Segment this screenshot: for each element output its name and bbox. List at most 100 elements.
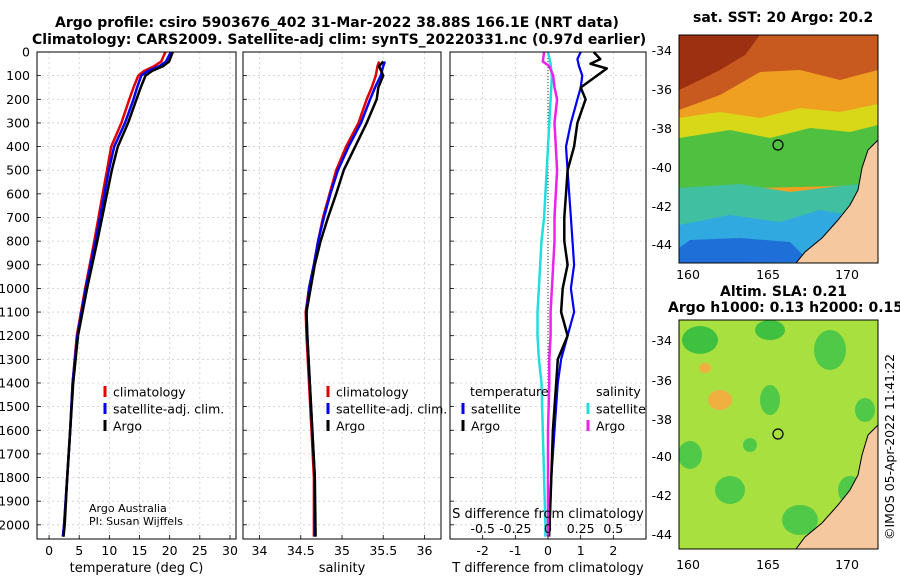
sst-map-axes: -34 -36 -38 -40 -42 -44 160 165 170: [652, 43, 859, 282]
x-tick-label: 2: [609, 543, 617, 558]
y-tick-label: 0: [22, 45, 30, 60]
x-tick-label: 25: [192, 543, 208, 558]
legend-title-temperature: temperature: [470, 384, 549, 399]
series-line-s-satellite: [536, 51, 554, 537]
y-tick-label: 900: [6, 257, 30, 272]
y-tick-label: 1000: [0, 281, 30, 296]
y-tick-label: 600: [6, 186, 30, 201]
sla-ytick: -40: [652, 449, 672, 464]
y-tick-label: 1200: [0, 328, 30, 343]
sla-map-title-line1: Altim. SLA: 0.21: [720, 284, 848, 300]
x-tick-label: 35: [334, 543, 350, 558]
sla-anomaly: [760, 385, 780, 415]
y-tick-label: 1500: [0, 399, 30, 414]
sla-argo-location-marker: [772, 428, 784, 440]
sla-anomaly: [782, 505, 818, 535]
y-tick-label: 1100: [0, 305, 30, 320]
legend-label-temperature: Argo: [471, 419, 500, 434]
legend-label-salinity: Argo: [596, 419, 625, 434]
figure-title-line2: Climatology: CARS2009. Satellite-adj cli…: [32, 32, 647, 48]
sst-ytick: -34: [652, 43, 672, 58]
y-tick-label: 700: [6, 210, 30, 225]
x-axis-label-top: S difference from climatology: [452, 507, 644, 522]
y-tick-label: 1400: [0, 375, 30, 390]
sst-xtick: 170: [835, 267, 859, 282]
x-axis-label: T difference from climatology: [451, 561, 644, 576]
x-tick-label: 35.5: [369, 543, 397, 558]
sst-hot-region: [679, 35, 760, 90]
y-tick-label: 1300: [0, 352, 30, 367]
legend-label-salinity: satellite: [596, 402, 646, 417]
x-axis-label: salinity: [319, 561, 366, 576]
sst-green-band: [679, 125, 878, 190]
series-line-argo: [305, 60, 385, 537]
axes-frame: [36, 51, 237, 540]
y-tick-label: 300: [6, 115, 30, 130]
sla-map-frame: [678, 319, 879, 550]
sla-map-axes: -34 -36 -38 -40 -42 -44 160 165 170: [652, 333, 859, 572]
sla-anomaly: [715, 476, 745, 504]
x-tick-label: 36: [417, 543, 433, 558]
sla-ytick: -36: [652, 373, 672, 388]
sst-ytick: -44: [652, 237, 672, 252]
profile-panel-3: -2 -1 0 1 2 T difference from climatology: [449, 51, 647, 576]
y-tick-label: 1800: [0, 470, 30, 485]
x-tick-label: 15: [132, 543, 148, 558]
x-tick-label-top: -0.5: [470, 521, 494, 536]
x-tick-label: 0: [544, 543, 552, 558]
sla-map-title-line2: Argo h1000: 0.13 h2000: 0.15: [668, 300, 900, 316]
x-tick-label: 34.5: [287, 543, 315, 558]
sla-anomaly: [682, 326, 718, 354]
sla-xtick: 160: [676, 557, 700, 572]
sla-anomaly: [743, 438, 757, 452]
legend-label: satellite-adj. clim.: [336, 402, 447, 417]
x-tick-label: 1: [577, 543, 585, 558]
sla-ytick: -42: [652, 488, 672, 503]
x-tick-label: -2: [476, 543, 488, 558]
sst-ytick: -40: [652, 160, 672, 175]
sst-argo-location-marker: [772, 139, 784, 151]
x-tick-label-top: -0.25: [499, 521, 531, 536]
series-line-climatology: [61, 51, 167, 537]
sla-anomaly: [679, 441, 702, 469]
series-line-s-argo: [541, 51, 559, 537]
y-tick-label: 800: [6, 234, 30, 249]
sst-ytick: -42: [652, 199, 672, 214]
sla-anomaly: [708, 390, 732, 410]
series-line-t-satellite: [547, 51, 584, 537]
sst-map: [679, 35, 878, 263]
sla-ytick: -34: [652, 333, 672, 348]
profile-panels: 0100200300400500600700800900100011001200…: [0, 45, 647, 577]
x-tick-label-top: 0: [544, 521, 552, 536]
sla-anomaly: [855, 398, 875, 422]
legend-label: climatology: [336, 385, 409, 400]
series-line-t-argo: [547, 51, 609, 537]
credit-line1: Argo Australia: [89, 502, 167, 515]
sla-xtick: 165: [756, 557, 780, 572]
legend-label: satellite-adj. clim.: [113, 402, 224, 417]
legend-label-temperature: satellite: [471, 402, 521, 417]
sla-ytick: -44: [652, 527, 672, 542]
profile-panel-1: 0100200300400500600700800900100011001200…: [0, 45, 238, 577]
sla-map: [679, 320, 878, 549]
x-tick-label-top: 0.25: [567, 521, 595, 536]
sla-xtick: 170: [835, 557, 859, 572]
y-tick-label: 2000: [0, 517, 30, 532]
sst-ytick: -38: [652, 121, 672, 136]
x-axis-label: temperature (deg C): [70, 561, 204, 576]
sst-land-nz: [795, 139, 878, 263]
y-tick-label: 400: [6, 139, 30, 154]
x-tick-label: -1: [509, 543, 521, 558]
x-tick-label: 0: [45, 543, 53, 558]
x-tick-label: 30: [222, 543, 238, 558]
x-tick-label: 34: [252, 543, 268, 558]
profile-panel-2: 34 34.5 35 35.5 36 salinity: [242, 51, 442, 576]
sla-anomaly: [755, 320, 785, 340]
legend-label: Argo: [336, 419, 365, 434]
sst-map-title: sat. SST: 20 Argo: 20.2: [693, 10, 874, 26]
legend-label: climatology: [113, 385, 186, 400]
series-line-argo: [62, 51, 174, 537]
x-tick-label: 5: [75, 543, 83, 558]
sst-map-frame: [678, 34, 879, 264]
